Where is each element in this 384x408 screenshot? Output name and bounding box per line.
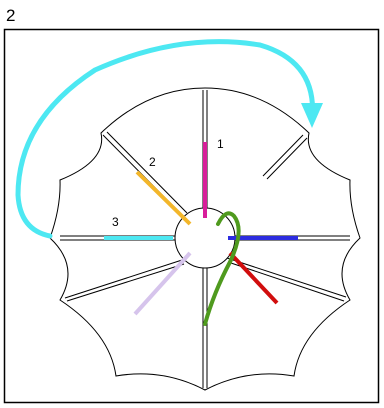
spoke-1-label: 1 xyxy=(217,137,224,151)
spoke-lavender xyxy=(133,251,192,316)
green-curve xyxy=(203,211,241,326)
cyan-arrowhead-icon xyxy=(301,103,323,128)
figure-number: 2 xyxy=(6,6,16,25)
spoke-3-label: 3 xyxy=(112,215,119,229)
spoke-red xyxy=(228,251,279,305)
figure-frame xyxy=(3,28,380,404)
octagon-outline xyxy=(49,87,361,391)
spokes xyxy=(60,90,350,388)
spoke-2-label: 2 xyxy=(149,155,156,169)
cyan-arrow-path xyxy=(15,39,316,239)
spoke-2-orange xyxy=(135,170,192,226)
